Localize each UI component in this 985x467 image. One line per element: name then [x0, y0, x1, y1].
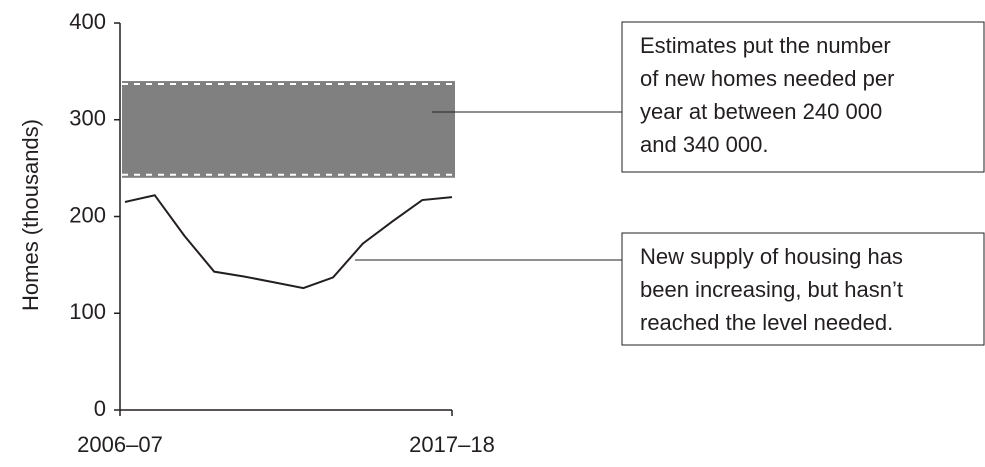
y-tick-label: 100: [69, 299, 106, 324]
y-tick-label: 300: [69, 106, 106, 131]
x-tick-label: 2006–07: [77, 432, 163, 457]
x-tick-label: 2017–18: [409, 432, 495, 457]
needed-band: [122, 81, 455, 178]
annotation-text: Estimates put the number: [640, 33, 891, 58]
annotation-text: of new homes needed per: [640, 66, 894, 91]
annotation-text: and 340 000.: [640, 132, 768, 157]
y-axis-label: Homes (thousands): [18, 119, 43, 311]
annotation-box: [621, 21, 985, 173]
annotation-text: year at between 240 000: [640, 99, 882, 124]
y-tick-label: 0: [94, 396, 106, 421]
annotation-box: [621, 232, 985, 346]
supply-line: [124, 194, 453, 290]
annotation-text: reached the level needed.: [640, 310, 893, 335]
y-tick-label: 400: [69, 9, 106, 34]
annotation-text: New supply of housing has: [640, 244, 903, 269]
annotation-text: been increasing, but hasn’t: [640, 277, 903, 302]
y-tick-label: 200: [69, 202, 106, 227]
